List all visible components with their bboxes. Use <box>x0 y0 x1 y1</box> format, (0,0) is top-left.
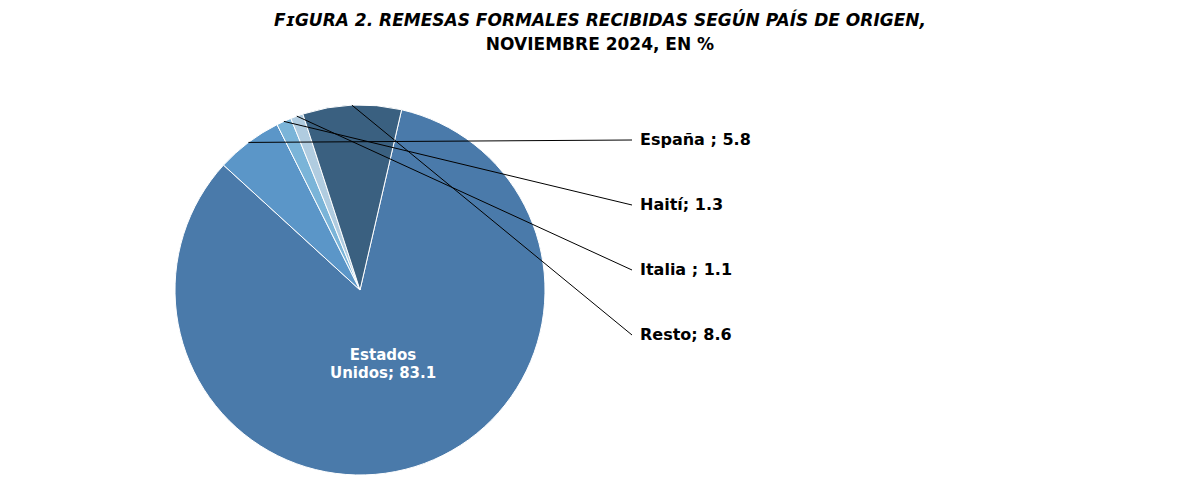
slice-label: España ; 5.8 <box>640 130 751 149</box>
slice-label: Italia ; 1.1 <box>640 260 732 279</box>
labels: EstadosUnidos; 83.1 España ; 5.8 Haití; 1.… <box>248 105 750 382</box>
chart: FɪGURA 2. REMESAS FORMALES RECIBIDAS SEG… <box>0 0 1200 497</box>
leader-line <box>248 140 632 142</box>
slice-label: Resto; 8.6 <box>640 325 732 344</box>
slice-label: EstadosUnidos; 83.1 <box>330 346 436 382</box>
pie <box>175 105 545 475</box>
leader-line <box>352 105 632 335</box>
leader-line <box>297 116 632 270</box>
subtitle: NOVIEMBRE 2024, EN % <box>486 34 714 54</box>
chart-container: FɪGURA 2. REMESAS FORMALES RECIBIDAS SEG… <box>0 0 1200 497</box>
title: FɪGURA 2. REMESAS FORMALES RECIBIDAS SEG… <box>274 9 926 30</box>
slice-label: Haití; 1.3 <box>640 195 723 214</box>
pie-slice <box>303 105 402 290</box>
